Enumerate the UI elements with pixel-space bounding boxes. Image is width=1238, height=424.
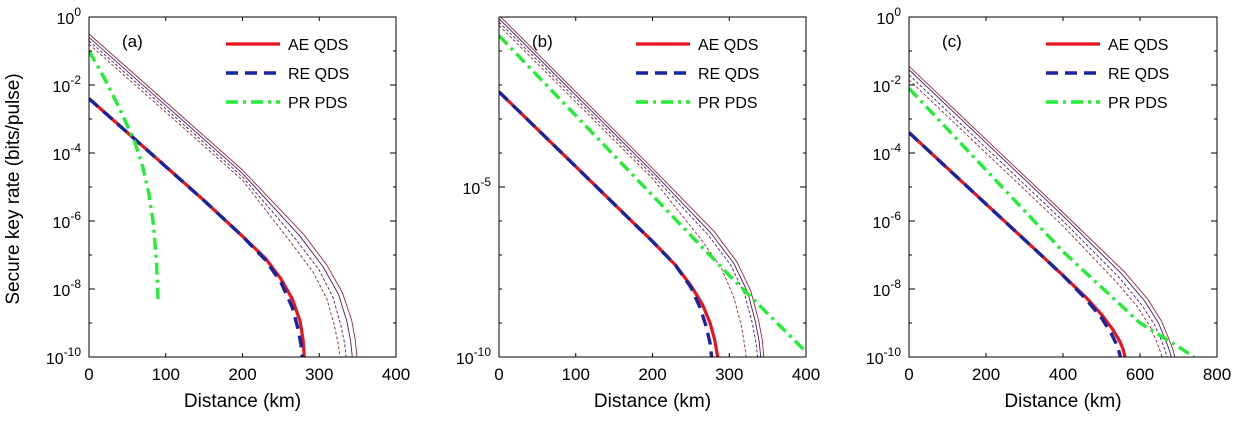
series-thin-2 bbox=[499, 18, 762, 357]
x-tick-label: 200 bbox=[228, 365, 256, 384]
legend: AE QDS RE QDS PR PDS bbox=[636, 37, 759, 112]
x-tick-label: 300 bbox=[305, 365, 333, 384]
series-pr-pds bbox=[499, 34, 806, 354]
x-tick-label: 400 bbox=[1049, 365, 1077, 384]
series-ae-qds bbox=[89, 97, 306, 357]
series-thin-4 bbox=[909, 79, 1163, 357]
legend-entry: AE QDS bbox=[288, 37, 348, 54]
legend-entry: PR PDS bbox=[1108, 95, 1168, 112]
panel-label: (b) bbox=[532, 32, 553, 51]
panel-label: (c) bbox=[942, 32, 962, 51]
panel-label: (a) bbox=[122, 32, 143, 51]
y-tick-label: 10-2 bbox=[873, 73, 902, 96]
y-tick-label: 10-10 bbox=[456, 345, 491, 368]
x-tick-label: 100 bbox=[152, 365, 180, 384]
series-pr-pds bbox=[909, 87, 1195, 357]
y-axis-label: Secure key rate (bits/pulse) bbox=[3, 73, 24, 304]
legend: AE QDS RE QDS PR PDS bbox=[226, 37, 349, 112]
x-tick-label: 400 bbox=[792, 365, 820, 384]
x-tick-label: 300 bbox=[715, 365, 743, 384]
series-thin-2 bbox=[89, 37, 353, 357]
x-tick-label: 0 bbox=[494, 365, 503, 384]
y-tick-label: 10-10 bbox=[866, 345, 901, 368]
series-thin-3 bbox=[499, 21, 759, 357]
y-tick-label: 100 bbox=[877, 5, 902, 28]
y-tick-label: 100 bbox=[57, 5, 82, 28]
y-tick-label: 10-5 bbox=[463, 175, 492, 198]
legend-entry: AE QDS bbox=[1108, 37, 1168, 54]
x-axis-label: Distance (km) bbox=[1004, 391, 1121, 412]
series-re-qds bbox=[909, 131, 1123, 357]
legend-entry: RE QDS bbox=[698, 66, 759, 83]
y-tick-label: 10-4 bbox=[53, 141, 82, 164]
legend-entry: RE QDS bbox=[288, 66, 349, 83]
y-tick-label: 10-8 bbox=[873, 277, 902, 300]
y-tick-label: 10-2 bbox=[53, 73, 82, 96]
panel-c: 0 200 400 600 800 100 10-2 10-4 10-6 10-8 10-10 Dis… bbox=[866, 5, 1231, 412]
y-tick-label: 10-6 bbox=[53, 209, 82, 232]
x-tick-label: 400 bbox=[382, 365, 410, 384]
x-tick-label: 600 bbox=[1126, 365, 1154, 384]
legend-entry: AE QDS bbox=[698, 37, 758, 54]
series-re-qds bbox=[89, 97, 305, 357]
series-thin-3 bbox=[89, 40, 347, 357]
legend-entry: PR PDS bbox=[698, 95, 758, 112]
series-thin-4 bbox=[499, 25, 747, 357]
legend-entry: PR PDS bbox=[288, 95, 348, 112]
x-tick-label: 0 bbox=[904, 365, 913, 384]
x-tick-label: 200 bbox=[972, 365, 1000, 384]
x-tick-label: 800 bbox=[1203, 365, 1231, 384]
x-tick-label: 100 bbox=[562, 365, 590, 384]
series-thin-1 bbox=[909, 65, 1176, 357]
axes-frame bbox=[88, 16, 397, 358]
x-axis-label: Distance (km) bbox=[184, 391, 301, 412]
panel-b: 0 100 200 300 400 10-5 10-10 Distance (km) (b) AE… bbox=[456, 16, 820, 412]
legend: AE QDS RE QDS PR PDS bbox=[1046, 37, 1169, 112]
series-thin-3 bbox=[909, 74, 1168, 357]
legend-entry: RE QDS bbox=[1108, 66, 1169, 83]
y-tick-label: 10-6 bbox=[873, 209, 902, 232]
series-thin-4 bbox=[89, 43, 341, 357]
panel-a: 0 100 200 300 400 100 10-2 10-4 10-6 10-8 10-10 Dis… bbox=[46, 5, 410, 412]
series-thin-1 bbox=[500, 17, 765, 357]
series-thin-2 bbox=[909, 69, 1172, 357]
series-ae-qds bbox=[499, 90, 720, 357]
x-tick-label: 0 bbox=[84, 365, 93, 384]
axes-frame bbox=[908, 16, 1218, 358]
series-re-qds bbox=[499, 90, 714, 357]
y-tick-label: 10-4 bbox=[873, 141, 902, 164]
y-tick-label: 10-8 bbox=[53, 277, 82, 300]
x-axis-label: Distance (km) bbox=[594, 391, 711, 412]
y-tick-label: 10-10 bbox=[46, 345, 81, 368]
x-tick-label: 200 bbox=[638, 365, 666, 384]
series-pr-pds bbox=[89, 50, 160, 300]
series-thin-1 bbox=[89, 33, 358, 357]
